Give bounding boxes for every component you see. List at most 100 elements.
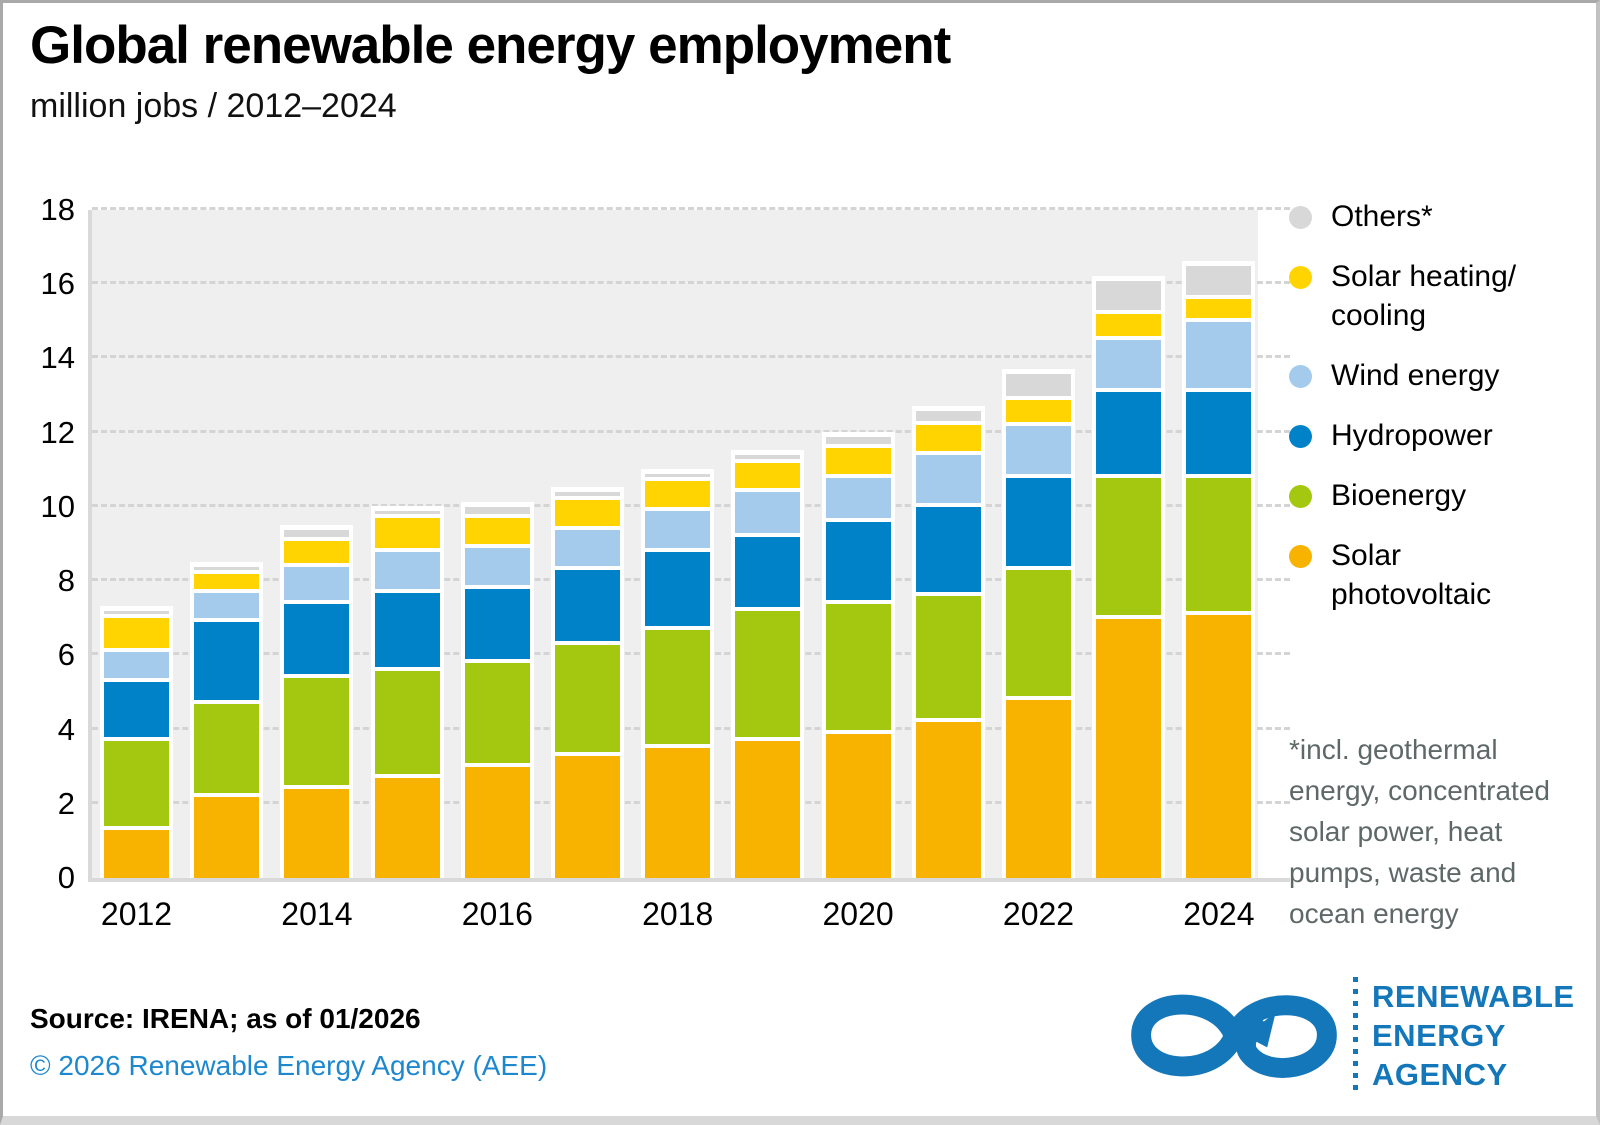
bar-segment-solar-photovoltaic bbox=[284, 789, 350, 878]
bar-segment-bioenergy bbox=[1096, 477, 1162, 615]
legend-label: Others* bbox=[1331, 200, 1433, 233]
bar-2022 bbox=[1002, 368, 1075, 878]
legend-color-dot bbox=[1289, 545, 1312, 568]
bar-segment-solar-heating-cooling bbox=[464, 518, 530, 545]
bar-segment-solar-photovoltaic bbox=[915, 722, 981, 878]
gridline-12 bbox=[92, 429, 1290, 433]
bar-segment-bioenergy bbox=[825, 603, 891, 730]
chart-plot-area: 2012 2014 2016 2018 2020 2022 2024 bbox=[88, 207, 1290, 932]
legend-color-dot bbox=[1289, 266, 1312, 289]
bar-segment-others bbox=[1006, 373, 1071, 396]
bar-segment-solar-heating-cooling bbox=[825, 447, 891, 474]
legend-color-dot bbox=[1289, 425, 1312, 448]
copyright-text: © 2026 Renewable Energy Agency (AEE) bbox=[30, 1050, 548, 1081]
bar-segment-solar-heating-cooling bbox=[374, 518, 440, 548]
x-axis-label: 2022 bbox=[1002, 896, 1075, 932]
bar-segment-others bbox=[374, 511, 440, 515]
bar-segment-solar-heating-cooling bbox=[1096, 314, 1162, 337]
bar-segment-solar-photovoltaic bbox=[825, 733, 891, 878]
legend-color-dot bbox=[1289, 206, 1312, 229]
bar-segment-others bbox=[645, 473, 711, 478]
bar-segment-hydropower bbox=[374, 592, 440, 667]
bar-segment-hydropower bbox=[735, 536, 801, 608]
bar-segment-bioenergy bbox=[645, 629, 711, 745]
bar-segment-hydropower bbox=[284, 603, 350, 674]
bar-segment-others bbox=[464, 507, 530, 515]
bar-segment-bioenergy bbox=[194, 703, 260, 793]
footnote: *incl. geothermal energy, concentrated s… bbox=[1289, 734, 1550, 929]
source-text: Source: IRENA; as of 01/2026 bbox=[30, 1003, 421, 1034]
bar-segment-bioenergy bbox=[735, 611, 801, 737]
bar-segment-wind-energy bbox=[104, 651, 169, 678]
y-axis-label: 6 bbox=[57, 637, 75, 673]
y-axis-label: 18 bbox=[40, 192, 75, 227]
bar-segment-wind-energy bbox=[464, 548, 530, 585]
bar-segment-wind-energy bbox=[735, 492, 801, 533]
bar-segment-wind-energy bbox=[1096, 340, 1162, 389]
bar-2021 bbox=[911, 405, 985, 878]
bar-segment-solar-heating-cooling bbox=[735, 462, 801, 489]
bar-2023 bbox=[1092, 275, 1166, 878]
legend-item: Solar heating/ cooling bbox=[1289, 257, 1589, 335]
legend-color-dot bbox=[1289, 365, 1312, 388]
bar-segment-solar-photovoltaic bbox=[555, 755, 620, 878]
x-axis-line bbox=[88, 878, 1290, 882]
bar-segment-solar-photovoltaic bbox=[735, 741, 801, 878]
bar-2024 bbox=[1182, 260, 1256, 878]
bar-segment-bioenergy bbox=[1006, 570, 1071, 697]
x-axis-label: 2024 bbox=[1183, 896, 1255, 932]
y-axis-label: 0 bbox=[57, 860, 75, 895]
bar-segment-solar-photovoltaic bbox=[1006, 700, 1071, 878]
x-axis-label: 2012 bbox=[100, 896, 173, 932]
bar-segment-hydropower bbox=[194, 622, 260, 700]
bar-segment-wind-energy bbox=[1186, 321, 1252, 389]
bar-segment-wind-energy bbox=[915, 455, 981, 504]
bar-segment-solar-photovoltaic bbox=[464, 767, 530, 878]
gridline-16 bbox=[92, 281, 1290, 285]
bar-2017 bbox=[551, 487, 624, 878]
page-title: Global renewable energy employment bbox=[30, 16, 951, 75]
bar-segment-solar-heating-cooling bbox=[1186, 299, 1252, 318]
bar-segment-hydropower bbox=[1006, 477, 1071, 567]
y-axis-label: 14 bbox=[40, 340, 75, 376]
bar-2016 bbox=[460, 502, 534, 878]
y-axis-label: 12 bbox=[40, 414, 75, 450]
bar-segment-solar-photovoltaic bbox=[104, 830, 169, 878]
bar-segment-hydropower bbox=[1186, 392, 1252, 474]
legend-item: Hydropower bbox=[1289, 416, 1589, 455]
bar-2020 bbox=[821, 431, 895, 878]
bar-segment-solar-heating-cooling bbox=[104, 618, 169, 648]
bar-segment-others bbox=[194, 566, 260, 570]
logo-dotted-divider bbox=[1353, 977, 1358, 1093]
bar-2012 bbox=[100, 606, 173, 878]
bar-segment-solar-photovoltaic bbox=[194, 796, 260, 878]
bar-segment-others bbox=[735, 455, 801, 459]
bar-segment-wind-energy bbox=[374, 551, 440, 589]
bar-segment-solar-heating-cooling bbox=[1006, 399, 1071, 422]
bar-segment-solar-heating-cooling bbox=[284, 540, 350, 563]
bar-segment-bioenergy bbox=[464, 663, 530, 763]
bar-segment-hydropower bbox=[1096, 392, 1162, 474]
y-axis-label: 16 bbox=[40, 266, 75, 302]
bar-segment-others bbox=[555, 492, 620, 496]
y-axis-label: 8 bbox=[57, 563, 75, 599]
page-subtitle: million jobs / 2012–2024 bbox=[30, 87, 397, 125]
x-axis-label: 2016 bbox=[461, 896, 533, 932]
bar-segment-solar-heating-cooling bbox=[194, 573, 260, 589]
bar-segment-bioenergy bbox=[915, 596, 981, 719]
legend-item: Solar photovoltaic bbox=[1289, 536, 1589, 614]
legend-label: Solar photovoltaic bbox=[1331, 539, 1492, 611]
chart-legend: Others* Solar heating/ cooling Wind energy… bbox=[1289, 197, 1589, 635]
bar-segment-solar-photovoltaic bbox=[1096, 618, 1162, 878]
bar-segment-others bbox=[1186, 265, 1252, 296]
bar-2018 bbox=[641, 468, 715, 878]
y-axis-line bbox=[88, 210, 92, 882]
legend-item: Others* bbox=[1289, 197, 1589, 236]
legend-label: Bioenergy bbox=[1331, 479, 1467, 512]
bar-segment-solar-heating-cooling bbox=[645, 481, 711, 507]
bar-segment-wind-energy bbox=[555, 529, 620, 567]
legend-label: Wind energy bbox=[1331, 359, 1500, 392]
bar-segment-solar-photovoltaic bbox=[645, 748, 711, 878]
bar-segment-others bbox=[284, 529, 350, 537]
y-axis-label: 2 bbox=[57, 785, 75, 821]
